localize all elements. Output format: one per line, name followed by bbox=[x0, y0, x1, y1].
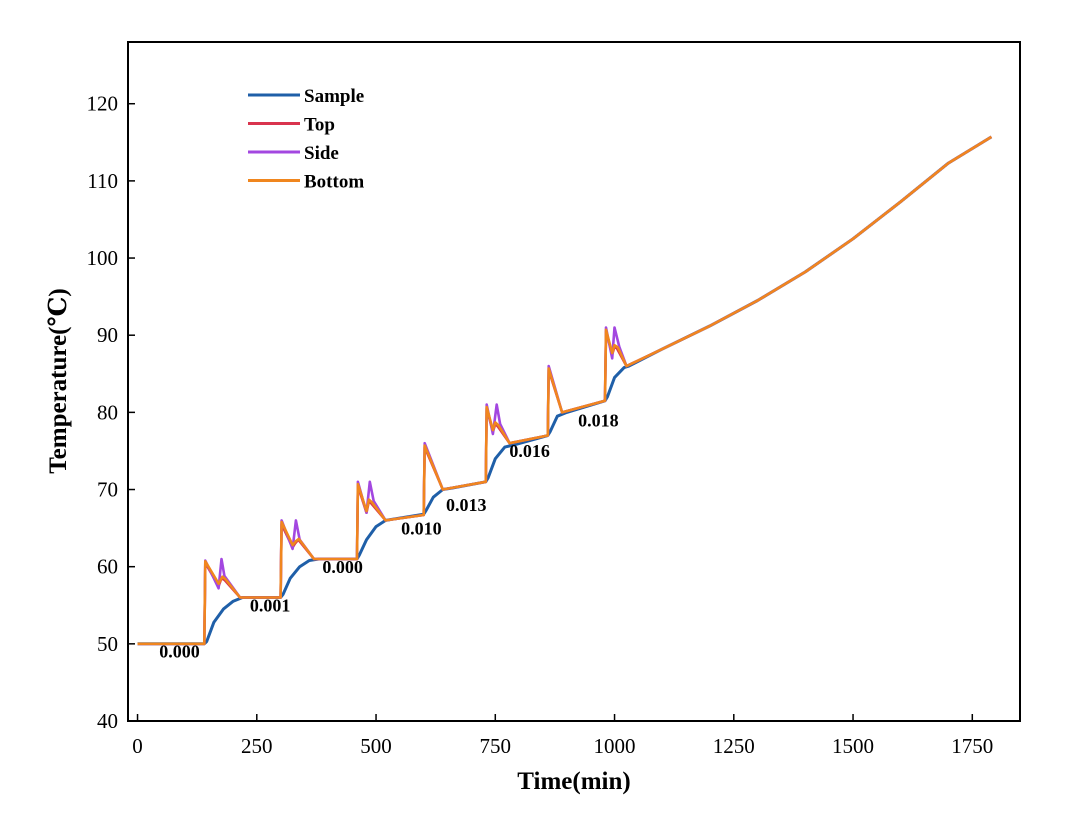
stage-annotation-label: 0.000 bbox=[159, 642, 200, 662]
legend: Sample Top Side Bottom bbox=[248, 86, 364, 193]
x-tick-label: 250 bbox=[241, 734, 273, 758]
stage-annotation-label: 0.016 bbox=[509, 441, 550, 461]
series-layer bbox=[137, 135, 993, 646]
x-tick-label: 0 bbox=[132, 734, 143, 758]
legend-label-sample: Sample bbox=[304, 86, 364, 107]
y-tick-label: 100 bbox=[87, 246, 119, 270]
y-axis-title: Temperature(℃) bbox=[45, 288, 72, 473]
y-tick-label: 80 bbox=[97, 400, 118, 424]
x-tick-label: 1500 bbox=[832, 734, 874, 758]
plot-frame bbox=[127, 41, 1021, 722]
axis-ticks: 0 250 500 750 1000 1250 1500 1750 40 50 60 70 80 90 10… bbox=[87, 92, 994, 758]
stage-annotation-label: 0.013 bbox=[446, 495, 487, 515]
stage-annotation-label: 0.001 bbox=[250, 595, 291, 615]
x-tick-label: 750 bbox=[480, 734, 512, 758]
y-tick-label: 70 bbox=[97, 478, 118, 502]
x-tick-label: 1000 bbox=[594, 734, 636, 758]
y-tick-label: 50 bbox=[97, 632, 118, 656]
stage-annotation-label: 0.010 bbox=[401, 518, 442, 538]
y-tick-label: 90 bbox=[97, 323, 118, 347]
stage-annotation-label: 0.018 bbox=[578, 410, 619, 430]
y-tick-label: 110 bbox=[87, 169, 118, 193]
x-tick-label: 500 bbox=[360, 734, 392, 758]
stage-annotation-label: 0.000 bbox=[322, 557, 363, 577]
legend-label-bottom: Bottom bbox=[304, 172, 364, 193]
y-tick-label: 120 bbox=[87, 92, 119, 116]
series-line-bottom bbox=[137, 135, 993, 646]
x-tick-label: 1250 bbox=[713, 734, 755, 758]
legend-label-side: Side bbox=[304, 143, 339, 164]
y-tick-label: 60 bbox=[97, 555, 118, 579]
x-axis-title: Time(min) bbox=[517, 768, 630, 795]
legend-label-top: Top bbox=[304, 115, 335, 136]
x-tick-label: 1750 bbox=[951, 734, 993, 758]
y-tick-label: 40 bbox=[97, 709, 118, 733]
